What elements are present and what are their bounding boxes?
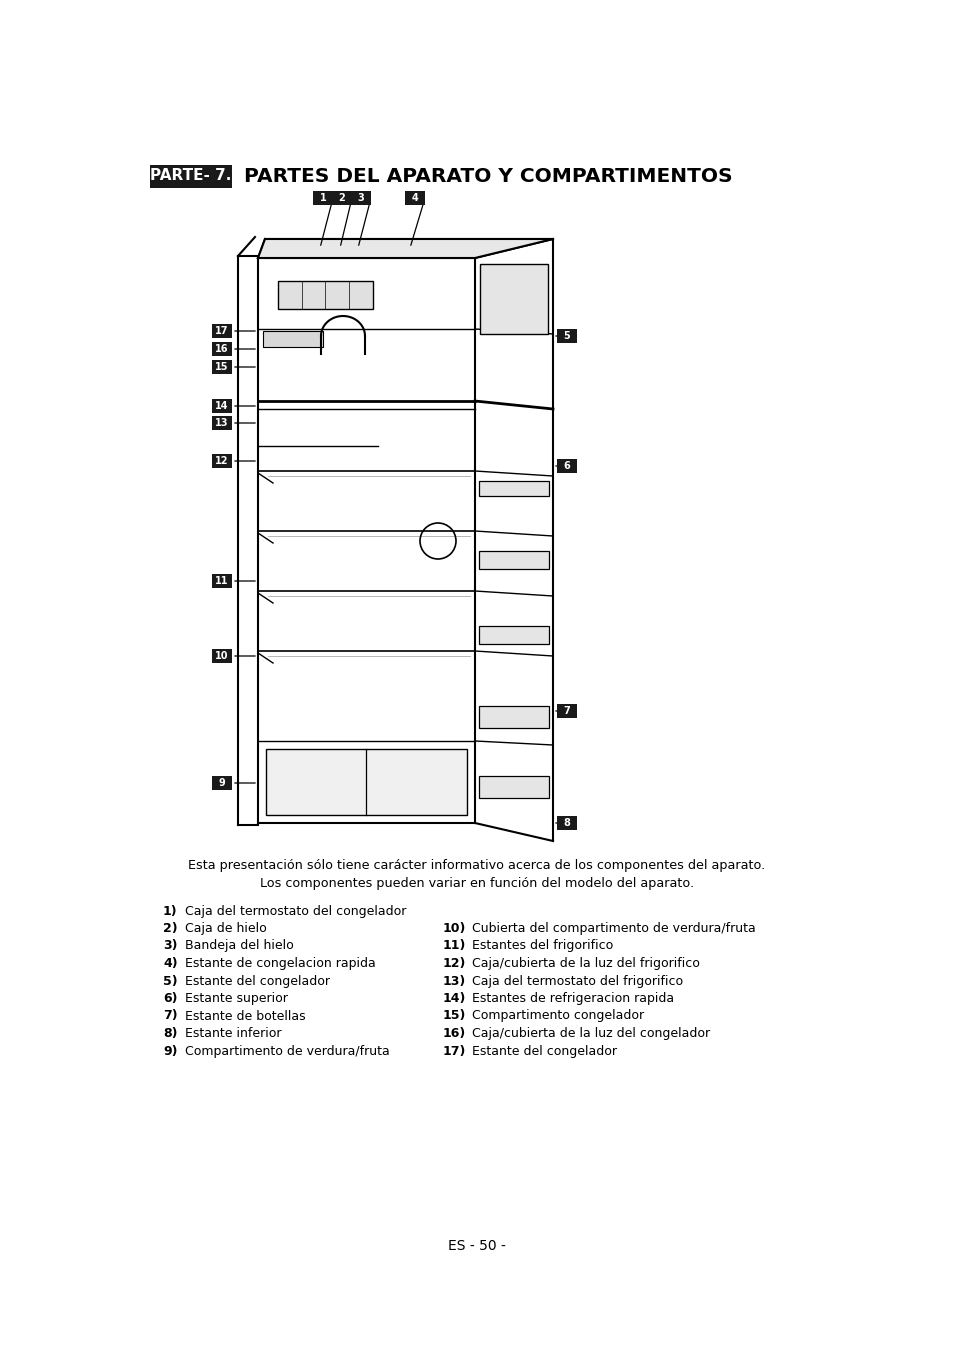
Text: Estante del congelador: Estante del congelador — [185, 974, 330, 988]
Text: 10): 10) — [442, 921, 466, 935]
Text: Caja del termostato del congelador: Caja del termostato del congelador — [185, 905, 406, 917]
Bar — [212, 775, 232, 790]
Text: Estante del congelador: Estante del congelador — [472, 1044, 617, 1058]
Bar — [557, 704, 577, 717]
Bar — [478, 551, 548, 569]
Bar — [557, 330, 577, 343]
Bar — [212, 574, 232, 588]
Bar — [478, 775, 548, 798]
Text: Estantes de refrigeracion rapida: Estantes de refrigeracion rapida — [472, 992, 674, 1005]
Text: 4): 4) — [163, 957, 177, 970]
Text: 15: 15 — [215, 362, 229, 372]
Bar — [478, 481, 548, 496]
Text: 2: 2 — [338, 193, 345, 203]
Text: 17: 17 — [215, 326, 229, 336]
Text: Estantes del frigorifico: Estantes del frigorifico — [472, 939, 613, 952]
Bar — [212, 342, 232, 357]
Bar — [212, 324, 232, 338]
Text: Bandeja del hielo: Bandeja del hielo — [185, 939, 294, 952]
Text: 2): 2) — [163, 921, 177, 935]
Text: 9): 9) — [163, 1044, 177, 1058]
Text: 8: 8 — [563, 817, 570, 828]
Bar — [351, 190, 371, 205]
Text: 13): 13) — [442, 974, 466, 988]
Bar — [263, 331, 323, 347]
Bar — [212, 648, 232, 663]
Bar — [479, 263, 547, 334]
Text: 12: 12 — [215, 457, 229, 466]
Bar — [332, 190, 352, 205]
Text: PARTES DEL APARATO Y COMPARTIMENTOS: PARTES DEL APARATO Y COMPARTIMENTOS — [236, 166, 732, 185]
Text: 10: 10 — [215, 651, 229, 661]
Text: Caja de hielo: Caja de hielo — [185, 921, 267, 935]
Text: 1: 1 — [319, 193, 326, 203]
Text: 11): 11) — [442, 939, 466, 952]
Text: Caja del termostato del frigorifico: Caja del termostato del frigorifico — [472, 974, 682, 988]
Bar — [150, 165, 232, 188]
Bar — [478, 626, 548, 644]
Text: ES - 50 -: ES - 50 - — [448, 1239, 505, 1252]
Text: 16: 16 — [215, 345, 229, 354]
Text: Compartimento de verdura/fruta: Compartimento de verdura/fruta — [185, 1044, 390, 1058]
Text: Compartimento congelador: Compartimento congelador — [472, 1009, 643, 1023]
Text: 3: 3 — [357, 193, 364, 203]
Polygon shape — [257, 239, 553, 258]
Text: 14): 14) — [442, 992, 466, 1005]
Text: 3): 3) — [163, 939, 177, 952]
Text: 5): 5) — [163, 974, 177, 988]
Text: 1): 1) — [163, 905, 177, 917]
Bar — [557, 816, 577, 830]
Text: 7): 7) — [163, 1009, 177, 1023]
Text: Caja/cubierta de la luz del congelador: Caja/cubierta de la luz del congelador — [472, 1027, 709, 1040]
Bar — [212, 454, 232, 467]
Text: 16): 16) — [442, 1027, 466, 1040]
Text: 7: 7 — [563, 707, 570, 716]
Text: 13: 13 — [215, 417, 229, 428]
Text: 6): 6) — [163, 992, 177, 1005]
Bar — [277, 281, 373, 309]
Text: Estante superior: Estante superior — [185, 992, 288, 1005]
Text: Estante de congelacion rapida: Estante de congelacion rapida — [185, 957, 375, 970]
Text: 17): 17) — [442, 1044, 466, 1058]
Text: Cubierta del compartimento de verdura/fruta: Cubierta del compartimento de verdura/fr… — [472, 921, 755, 935]
Text: PARTE- 7.: PARTE- 7. — [151, 169, 232, 184]
Bar — [212, 416, 232, 430]
Text: 9: 9 — [218, 778, 225, 788]
Text: Caja/cubierta de la luz del frigorifico: Caja/cubierta de la luz del frigorifico — [472, 957, 700, 970]
Bar — [557, 459, 577, 473]
Text: 12): 12) — [442, 957, 466, 970]
Text: 8): 8) — [163, 1027, 177, 1040]
Bar — [478, 707, 548, 728]
Text: 6: 6 — [563, 461, 570, 471]
Text: 15): 15) — [442, 1009, 466, 1023]
Bar — [313, 190, 333, 205]
Text: Los componentes pueden variar en función del modelo del aparato.: Los componentes pueden variar en función… — [259, 878, 694, 890]
Text: 11: 11 — [215, 576, 229, 586]
Bar — [212, 399, 232, 413]
Bar — [266, 748, 467, 815]
Text: 14: 14 — [215, 401, 229, 411]
Bar — [405, 190, 424, 205]
Text: 5: 5 — [563, 331, 570, 340]
Bar — [212, 359, 232, 374]
Text: Estante de botellas: Estante de botellas — [185, 1009, 305, 1023]
Text: 4: 4 — [411, 193, 418, 203]
Text: Estante inferior: Estante inferior — [185, 1027, 281, 1040]
Text: Esta presentación sólo tiene carácter informativo acerca de los componentes del : Esta presentación sólo tiene carácter in… — [188, 858, 765, 871]
